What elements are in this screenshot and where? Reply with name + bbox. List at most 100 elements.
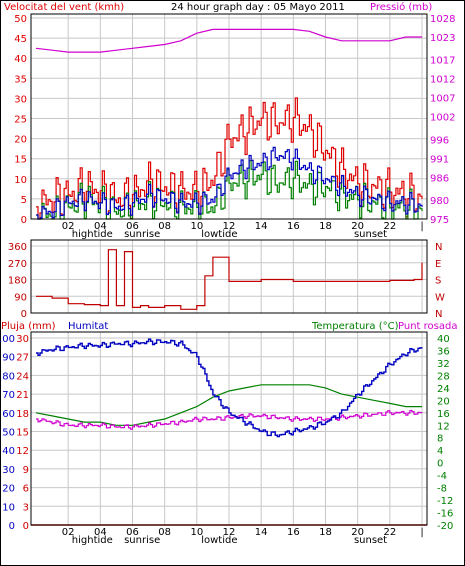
event-label-hightide: hightide bbox=[72, 229, 113, 240]
hour-tick-label: 18 bbox=[319, 527, 332, 538]
hour-tick-label: 10 bbox=[190, 527, 203, 538]
temperature-axis-tick: -8 bbox=[437, 484, 447, 495]
temperature-axis-tick: 4 bbox=[437, 446, 443, 457]
temperature-axis-tick: 24 bbox=[437, 384, 450, 395]
pressure-line bbox=[35, 28, 422, 53]
wind-speed-title: Velocitat del vent (kmh) bbox=[4, 2, 125, 13]
wind-axis-tick: 40 bbox=[14, 54, 27, 65]
rain-title: Pluja (mm) bbox=[1, 321, 56, 332]
hour-tick-label: 16 bbox=[287, 221, 300, 232]
humidity-axis-tick: 10 bbox=[2, 502, 15, 513]
hour-tick-label: 02 bbox=[62, 527, 75, 538]
pressure-axis-tick: 980 bbox=[430, 196, 449, 207]
wind-panel-frame bbox=[30, 13, 428, 220]
wind-axis-tick: 45 bbox=[14, 34, 27, 45]
wind-axis-tick: 15 bbox=[14, 155, 27, 166]
hour-tick-label: 06 bbox=[126, 527, 139, 538]
pressure-axis-tick: 975 bbox=[430, 215, 449, 226]
humidity-title: Humitat bbox=[68, 321, 109, 332]
event-label-hightide: hightide bbox=[72, 535, 113, 546]
direction-compass-label: W bbox=[435, 292, 445, 303]
temperature-axis-tick: 12 bbox=[437, 421, 450, 432]
hour-tick-label: | bbox=[420, 527, 423, 538]
direction-axis-tick: 270 bbox=[8, 259, 27, 270]
event-label-sunset: sunset bbox=[354, 229, 387, 240]
pressure-axis-tick: 996 bbox=[430, 135, 449, 146]
humidity-panel-frame bbox=[30, 331, 428, 526]
rain-axis-tick: 30 bbox=[16, 334, 29, 345]
rain-axis-tick: 6 bbox=[23, 484, 29, 495]
hour-tick-label: 20 bbox=[351, 221, 364, 232]
direction-compass-label: N bbox=[435, 309, 442, 320]
wind-direction-line bbox=[36, 249, 423, 310]
temperature-axis-tick: 16 bbox=[437, 409, 450, 420]
pressure-axis-tick: 1007 bbox=[430, 94, 455, 105]
wind-axis-tick: 5 bbox=[21, 195, 27, 206]
direction-axis-tick: 360 bbox=[8, 242, 27, 253]
pressure-title: Pressió (mb) bbox=[370, 2, 433, 13]
pressure-axis-tick: 1023 bbox=[430, 33, 455, 44]
temperature-axis-tick: -4 bbox=[437, 471, 447, 482]
temperature-axis-tick: -20 bbox=[437, 521, 453, 532]
hour-tick-label: 18 bbox=[319, 221, 332, 232]
wind-axis-tick: 0 bbox=[21, 215, 27, 226]
hour-tick-label: 10 bbox=[190, 221, 203, 232]
rain-axis-tick: 15 bbox=[16, 428, 29, 439]
wind-average-line bbox=[36, 146, 423, 220]
humidity-axis-tick: 60 bbox=[2, 409, 15, 420]
hour-tick-label: 16 bbox=[287, 527, 300, 538]
temperature-axis-tick: -16 bbox=[437, 509, 453, 520]
event-label-sunset: sunset bbox=[354, 535, 387, 546]
humidity-axis-tick: 100 bbox=[0, 334, 15, 345]
temperature-axis-tick: 40 bbox=[437, 334, 450, 345]
direction-compass-label: S bbox=[435, 276, 441, 287]
event-label-sunrise: sunrise bbox=[124, 535, 160, 546]
dewpoint-line bbox=[36, 409, 423, 430]
rain-axis-tick: 18 bbox=[16, 409, 29, 420]
temperature-axis-tick: 0 bbox=[437, 459, 443, 470]
temperature-axis-tick: 32 bbox=[437, 359, 450, 370]
hour-tick-label: 04 bbox=[94, 221, 107, 232]
temperature-axis-tick: 20 bbox=[437, 396, 450, 407]
wind-axis-tick: 50 bbox=[14, 14, 27, 25]
humidity-axis-tick: 80 bbox=[2, 371, 15, 382]
hour-tick-label: 12 bbox=[223, 527, 236, 538]
direction-compass-label: E bbox=[435, 259, 441, 270]
hour-tick-label: | bbox=[420, 221, 423, 232]
temperature-axis-tick: -12 bbox=[437, 496, 453, 507]
pressure-axis-tick: 1012 bbox=[430, 75, 455, 86]
pressure-axis-tick: 1002 bbox=[430, 113, 455, 124]
direction-panel-frame bbox=[30, 239, 428, 314]
rain-axis-tick: 0 bbox=[23, 521, 29, 532]
dewpoint-title: Punt rosada bbox=[398, 321, 458, 332]
hour-tick-label: 08 bbox=[158, 221, 171, 232]
temperature-axis-tick: 8 bbox=[437, 434, 443, 445]
hour-tick-label: 12 bbox=[223, 221, 236, 232]
pressure-axis-tick: 1017 bbox=[430, 56, 455, 67]
rain-axis-tick: 3 bbox=[23, 502, 29, 513]
direction-axis-tick: 0 bbox=[21, 309, 27, 320]
rain-axis-tick: 24 bbox=[16, 371, 29, 382]
pressure-axis-tick: 986 bbox=[430, 173, 449, 184]
wind-axis-tick: 30 bbox=[14, 94, 27, 105]
graph-date-title: 24 hour graph day : 05 Mayo 2011 bbox=[171, 2, 345, 13]
direction-compass-label: N bbox=[435, 242, 442, 253]
rain-axis-tick: 12 bbox=[16, 446, 29, 457]
wind-axis-tick: 10 bbox=[14, 175, 27, 186]
temperature-line bbox=[35, 384, 422, 426]
wind-axis-tick: 35 bbox=[14, 74, 27, 85]
humidity-axis-tick: 70 bbox=[2, 390, 15, 401]
hour-tick-label: 06 bbox=[126, 221, 139, 232]
hour-tick-label: 08 bbox=[158, 527, 171, 538]
event-label-sunrise: sunrise bbox=[124, 229, 160, 240]
pressure-axis-tick: 1028 bbox=[430, 14, 455, 25]
pressure-axis-tick: 991 bbox=[430, 154, 449, 165]
wind-axis-tick: 20 bbox=[14, 135, 27, 146]
humidity-axis-tick: 30 bbox=[2, 465, 15, 476]
humidity-axis-tick: 90 bbox=[2, 353, 15, 364]
rain-axis-tick: 21 bbox=[16, 390, 29, 401]
humidity-line bbox=[36, 338, 423, 438]
wind-axis-tick: 25 bbox=[14, 115, 27, 126]
